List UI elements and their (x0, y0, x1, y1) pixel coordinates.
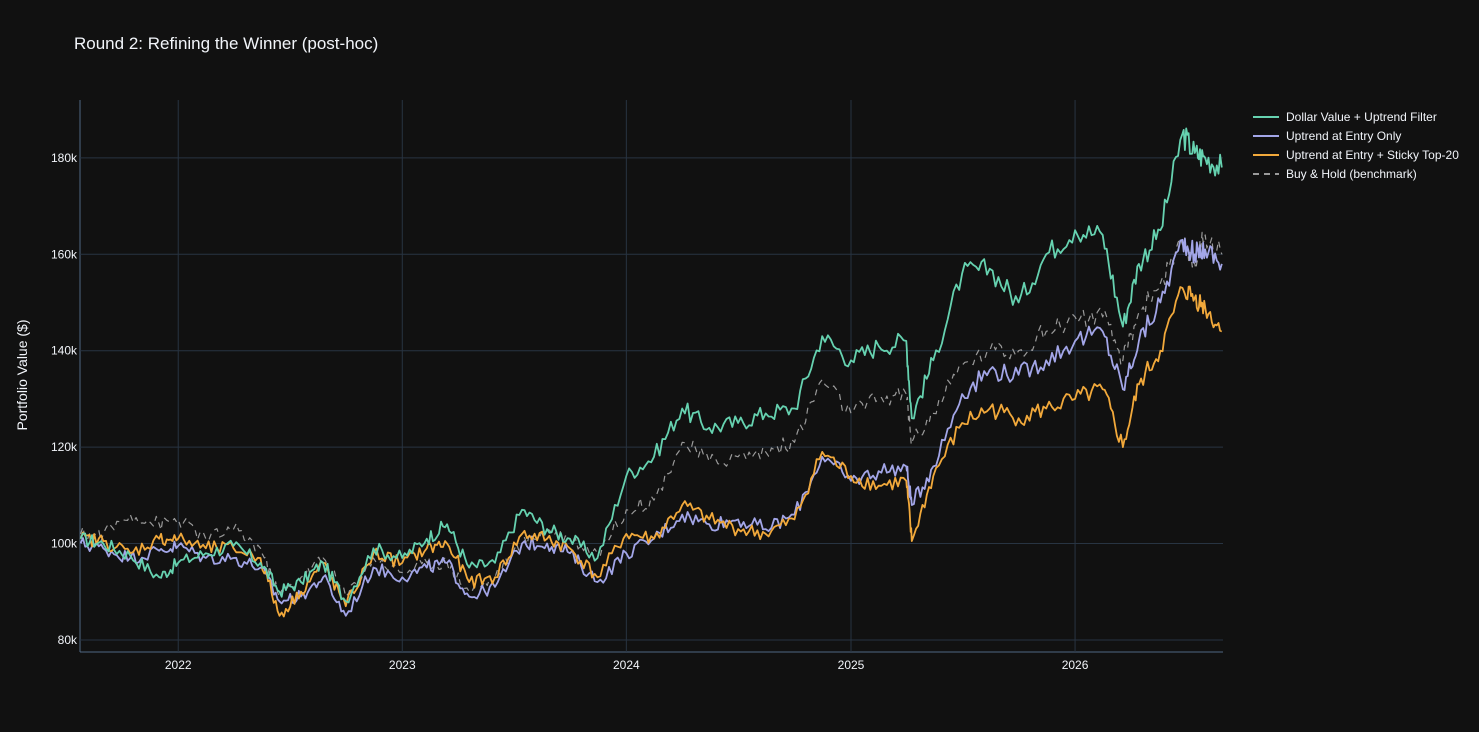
legend-label: Buy & Hold (benchmark) (1286, 166, 1417, 181)
legend-label: Dollar Value + Uptrend Filter (1286, 109, 1437, 124)
y-tick-label: 180k (51, 151, 78, 165)
x-tick-label: 2025 (838, 658, 865, 672)
legend-swatch (1253, 153, 1279, 156)
x-tick-label: 2024 (613, 658, 640, 672)
series-line-3 (80, 231, 1223, 598)
legend-item[interactable]: Uptrend at Entry Only (1251, 126, 1459, 145)
y-tick-labels: 80k 100k 120k 140k 160k 180k (51, 151, 78, 647)
legend-item[interactable]: Buy & Hold (benchmark) (1251, 164, 1459, 183)
y-tick-label: 80k (58, 633, 78, 647)
y-tick-label: 120k (51, 440, 78, 454)
grid-lines (79, 100, 1223, 653)
legend-swatch (1253, 172, 1279, 175)
legend-swatch (1253, 115, 1279, 118)
x-tick-labels: 2022 2023 2024 2025 2026 (165, 658, 1089, 672)
legend-label: Uptrend at Entry + Sticky Top-20 (1286, 147, 1459, 162)
series-line-1 (79, 237, 1223, 617)
series-line-2 (79, 285, 1223, 618)
legend-item[interactable]: Uptrend at Entry + Sticky Top-20 (1251, 145, 1459, 164)
series-lines (79, 127, 1223, 618)
y-tick-label: 100k (51, 537, 78, 551)
legend-swatch (1253, 134, 1279, 137)
chart-title: Round 2: Refining the Winner (post-hoc) (74, 34, 379, 53)
x-tick-label: 2026 (1062, 658, 1089, 672)
x-tick-label: 2022 (165, 658, 192, 672)
x-tick-label: 2023 (389, 658, 416, 672)
legend-item[interactable]: Dollar Value + Uptrend Filter (1251, 107, 1459, 126)
y-tick-label: 160k (51, 247, 78, 261)
y-tick-label: 140k (51, 344, 78, 358)
legend-label: Uptrend at Entry Only (1286, 128, 1402, 143)
legend: Dollar Value + Uptrend Filter Uptrend at … (1251, 107, 1459, 183)
series-line-0 (79, 127, 1223, 604)
